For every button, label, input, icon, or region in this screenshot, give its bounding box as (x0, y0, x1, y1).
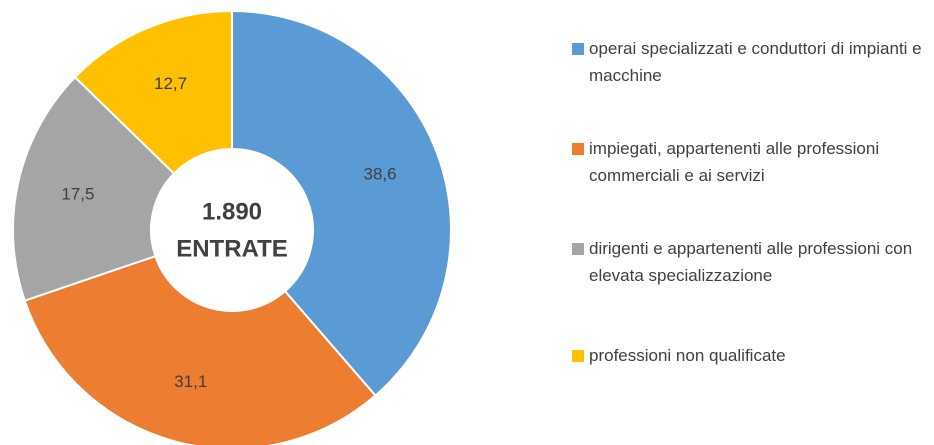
donut-slice (73, 9, 233, 175)
legend-swatch (572, 350, 584, 362)
donut-chart: 1.890 ENTRATE 38,6 31,1 17,5 12,7 (12, 9, 452, 445)
legend-label: operai specializzati e conduttori di imp… (589, 39, 922, 85)
legend-swatch (572, 43, 584, 55)
center-text: ENTRATE (176, 235, 288, 262)
legend-label: dirigenti e appartenenti alle profession… (589, 239, 913, 285)
data-label: 12,7 (154, 74, 187, 93)
legend-label: impiegati, appartenenti alle professioni… (589, 139, 880, 185)
legend-item: dirigenti e appartenenti alle profession… (572, 235, 932, 289)
legend-swatch (572, 243, 584, 255)
donut-slice (23, 254, 377, 445)
data-label: 17,5 (61, 185, 94, 204)
legend-item: professioni non qualificate (572, 342, 932, 369)
legend-item: operai specializzati e conduttori di imp… (572, 35, 932, 89)
data-label: 38,6 (363, 164, 396, 183)
legend-label: professioni non qualificate (589, 346, 786, 365)
donut-slice (231, 9, 452, 397)
legend-swatch (572, 143, 584, 155)
legend-item: impiegati, appartenenti alle professioni… (572, 135, 932, 189)
data-label: 31,1 (174, 372, 207, 391)
center-text: 1.890 (202, 198, 262, 225)
donut-slice (12, 75, 176, 302)
